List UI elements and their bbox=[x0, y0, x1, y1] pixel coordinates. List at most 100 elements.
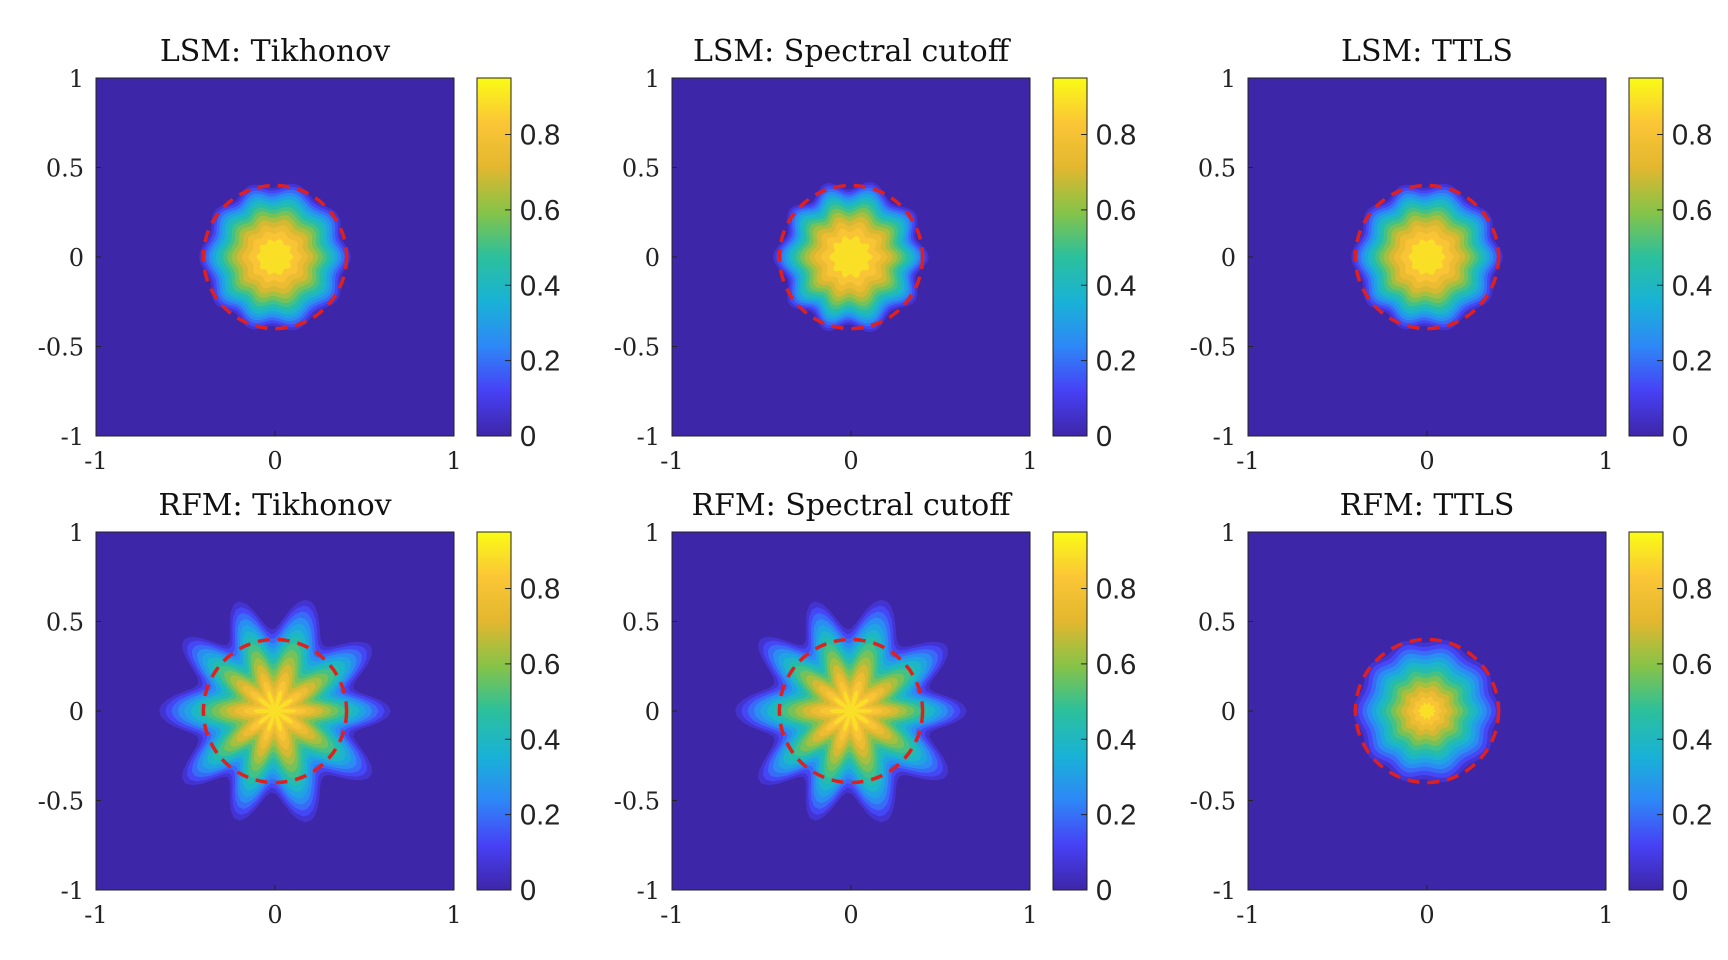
y-tick-label: 0.5 bbox=[46, 609, 84, 637]
contour-level bbox=[829, 690, 873, 732]
colorbar-tick-label: 0 bbox=[1672, 421, 1688, 453]
colorbar-tick-label: 0.4 bbox=[1096, 270, 1136, 302]
colorbar-tick-label: 0.8 bbox=[1096, 574, 1136, 606]
y-tick-label: 0.5 bbox=[1198, 609, 1236, 637]
y-tick-label: 0 bbox=[645, 698, 660, 726]
colorbar-tick-label: 0.6 bbox=[1096, 195, 1136, 227]
x-tick-label: -1 bbox=[84, 447, 107, 475]
colorbar-tick-label: 0.4 bbox=[1672, 270, 1712, 302]
y-tick-label: 1 bbox=[69, 519, 84, 547]
colorbar bbox=[1052, 77, 1088, 437]
colorbar-tick-label: 0.4 bbox=[520, 270, 560, 302]
x-tick-label: 0 bbox=[267, 447, 282, 475]
y-tick-label: 1 bbox=[645, 65, 660, 93]
y-tick-label: 1 bbox=[1221, 519, 1236, 547]
contour-level bbox=[829, 236, 873, 278]
true-boundary bbox=[201, 183, 349, 331]
colorbar-tick-label: 0.8 bbox=[1672, 574, 1712, 606]
panel-title: RFM: Spectral cutoff bbox=[691, 488, 1013, 523]
y-tick-label: 0 bbox=[645, 244, 660, 272]
colorbar-tick-label: 0.8 bbox=[520, 120, 560, 152]
colorbar bbox=[1052, 531, 1088, 891]
colorbar-tick-label: 0.8 bbox=[520, 574, 560, 606]
panel-0: LSM: Tikhonov -1 0 1 1 0.5 0 -0.5 -1 0.8 0.6 0.4 0.2… bbox=[38, 34, 561, 475]
colorbar-tick-label: 0.2 bbox=[1672, 346, 1712, 378]
contour-level bbox=[1408, 239, 1446, 275]
colorbar-tick-label: 0 bbox=[1096, 421, 1112, 453]
colorbar-tick-label: 0.6 bbox=[1672, 649, 1712, 681]
x-tick-label: -1 bbox=[660, 447, 683, 475]
colorbar-tick-label: 0 bbox=[1672, 875, 1688, 907]
panel-title: RFM: Tikhonov bbox=[158, 488, 391, 523]
colorbar-tick-label: 0.2 bbox=[520, 346, 560, 378]
true-boundary bbox=[201, 637, 349, 785]
colorbar-tick-label: 0.2 bbox=[520, 800, 560, 832]
y-tick-label: 0 bbox=[1221, 244, 1236, 272]
true-boundary bbox=[1353, 637, 1501, 785]
y-tick-label: 0 bbox=[1221, 698, 1236, 726]
colorbar bbox=[476, 77, 512, 437]
y-tick-label: -1 bbox=[61, 423, 84, 451]
panel-4: RFM: Spectral cutoff -1 0 1 1 0.5 0 -0.5 -1 0.8 0.… bbox=[614, 488, 1137, 929]
y-tick-label: -0.5 bbox=[38, 788, 84, 816]
x-tick-label: 0 bbox=[267, 901, 282, 929]
x-tick-label: 0 bbox=[843, 447, 858, 475]
x-tick-label: -1 bbox=[660, 901, 683, 929]
colorbar bbox=[476, 531, 512, 891]
x-tick-label: 1 bbox=[446, 901, 461, 929]
y-tick-label: 0.5 bbox=[622, 155, 660, 183]
colorbar bbox=[1628, 531, 1664, 891]
y-tick-label: 0 bbox=[69, 244, 84, 272]
x-tick-label: -1 bbox=[1236, 901, 1259, 929]
colorbar-tick-label: 0.2 bbox=[1096, 800, 1136, 832]
panel-5: RFM: TTLS -1 0 1 1 0.5 0 -0.5 -1 0.8 0.6 0.4 0.2 0 bbox=[1190, 488, 1713, 929]
true-boundary bbox=[1353, 183, 1501, 331]
x-tick-label: 1 bbox=[1022, 447, 1037, 475]
colorbar-tick-label: 0.6 bbox=[1096, 649, 1136, 681]
x-tick-label: 1 bbox=[1022, 901, 1037, 929]
x-tick-label: 1 bbox=[1598, 447, 1613, 475]
y-tick-label: 1 bbox=[69, 65, 84, 93]
colorbar-tick-label: 0.8 bbox=[1096, 120, 1136, 152]
y-tick-label: 1 bbox=[645, 519, 660, 547]
panel-title: LSM: TTLS bbox=[1341, 34, 1513, 69]
y-tick-label: -0.5 bbox=[1190, 334, 1236, 362]
contour-level bbox=[1418, 702, 1436, 720]
x-tick-label: 0 bbox=[1419, 901, 1434, 929]
colorbar-tick-label: 0.2 bbox=[1096, 346, 1136, 378]
panel-title: LSM: Spectral cutoff bbox=[693, 34, 1012, 69]
colorbar-tick-label: 0.4 bbox=[1672, 724, 1712, 756]
y-tick-label: 0.5 bbox=[1198, 155, 1236, 183]
colorbar-tick-label: 0.4 bbox=[520, 724, 560, 756]
y-tick-label: 0.5 bbox=[46, 155, 84, 183]
y-tick-label: -0.5 bbox=[614, 788, 660, 816]
x-tick-label: 0 bbox=[1419, 447, 1434, 475]
panel-3: RFM: Tikhonov -1 0 1 1 0.5 0 -0.5 -1 0.8 0.6 0.4 0.2… bbox=[38, 488, 561, 929]
panel-title: RFM: TTLS bbox=[1340, 488, 1515, 523]
y-tick-label: 0 bbox=[69, 698, 84, 726]
y-tick-label: -1 bbox=[637, 877, 660, 905]
panel-1: LSM: Spectral cutoff -1 0 1 1 0.5 0 -0.5 -1 0.8 0.… bbox=[614, 34, 1137, 475]
colorbar-tick-label: 0 bbox=[520, 421, 536, 453]
true-boundary bbox=[777, 637, 925, 785]
colorbar-tick-label: 0 bbox=[1096, 875, 1112, 907]
panel-2: LSM: TTLS -1 0 1 1 0.5 0 -0.5 -1 0.8 0.6 0.4 0.2 0 bbox=[1190, 34, 1713, 475]
y-tick-label: 1 bbox=[1221, 65, 1236, 93]
x-tick-label: 1 bbox=[446, 447, 461, 475]
colorbar-tick-label: 0.8 bbox=[1672, 120, 1712, 152]
y-tick-label: -1 bbox=[1213, 877, 1236, 905]
colorbar-tick-label: 0.6 bbox=[520, 649, 560, 681]
colorbar-tick-label: 0.2 bbox=[1672, 800, 1712, 832]
x-tick-label: 0 bbox=[843, 901, 858, 929]
y-tick-label: -1 bbox=[61, 877, 84, 905]
y-tick-label: -1 bbox=[637, 423, 660, 451]
true-boundary bbox=[777, 183, 925, 331]
contour-level bbox=[256, 239, 294, 275]
colorbar-tick-label: 0.6 bbox=[520, 195, 560, 227]
contour-level bbox=[253, 690, 297, 732]
y-tick-label: 0.5 bbox=[622, 609, 660, 637]
colorbar-tick-label: 0.6 bbox=[1672, 195, 1712, 227]
y-tick-label: -0.5 bbox=[614, 334, 660, 362]
x-tick-label: -1 bbox=[1236, 447, 1259, 475]
